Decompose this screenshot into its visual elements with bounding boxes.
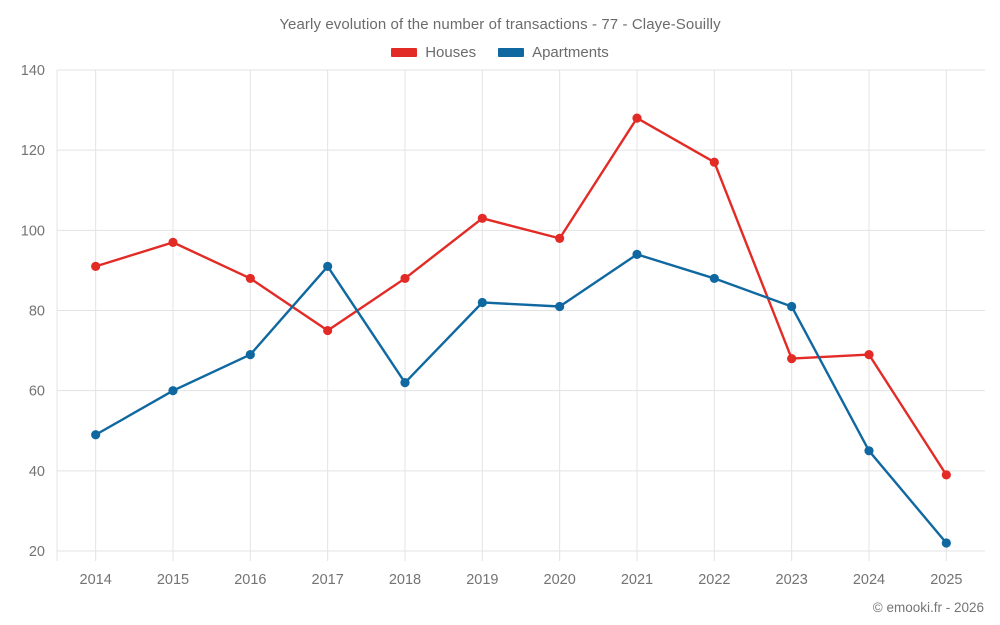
y-tick-label: 60 [29, 384, 45, 400]
x-tick-label: 2016 [234, 572, 266, 588]
data-point-apartments-2020[interactable] [555, 301, 565, 312]
chart-title: Yearly evolution of the number of transa… [279, 16, 721, 33]
copyright-credit: © emooki.fr - 2026 [872, 600, 984, 615]
series-line-houses [94, 116, 948, 477]
x-tick-label: 2017 [312, 572, 344, 588]
data-point-apartments-2019[interactable] [477, 297, 487, 308]
y-tick-label: 80 [29, 304, 45, 320]
data-point-apartments-2018[interactable] [400, 378, 410, 388]
gridlines [56, 69, 985, 561]
x-tick-label: 2021 [621, 572, 653, 588]
data-point-houses-2025[interactable] [941, 470, 951, 480]
data-point-houses-2015[interactable] [168, 237, 178, 247]
y-tick-label: 100 [21, 223, 45, 239]
data-point-houses-2018[interactable] [400, 273, 410, 284]
x-tick-label: 2020 [544, 572, 576, 588]
data-series-layer [91, 113, 951, 548]
data-point-houses-2016[interactable] [245, 273, 255, 284]
x-tick-label: 2018 [389, 572, 421, 588]
data-point-apartments-2022[interactable] [709, 273, 719, 284]
y-tick-label: 20 [29, 544, 45, 560]
data-point-houses-2022[interactable] [709, 157, 719, 167]
data-point-houses-2020[interactable] [555, 233, 565, 243]
data-point-houses-2021[interactable] [632, 113, 642, 123]
data-point-houses-2017[interactable] [323, 325, 333, 336]
data-point-houses-2024[interactable] [864, 349, 874, 360]
data-point-apartments-2014[interactable] [91, 430, 101, 440]
x-tick-label: 2015 [157, 572, 189, 588]
x-axis-tick-labels: 2014 2015 2016 2017 2018 2019 2020 2021 2022 2023… [80, 572, 963, 588]
data-point-apartments-2023[interactable] [787, 301, 797, 312]
legend-label-apartments: Apartments [532, 44, 609, 61]
data-point-apartments-2025[interactable] [941, 538, 951, 548]
data-point-apartments-2016[interactable] [245, 349, 255, 360]
data-point-houses-2023[interactable] [787, 354, 797, 364]
legend-item-apartments[interactable]: Apartments [498, 44, 609, 61]
y-tick-label: 140 [21, 63, 45, 79]
chart-legend: Houses Apartments [0, 44, 1000, 61]
data-point-apartments-2017[interactable] [323, 261, 333, 272]
data-point-houses-2014[interactable] [91, 261, 101, 272]
x-tick-label: 2014 [80, 572, 112, 588]
legend-swatch-houses [391, 48, 418, 57]
data-point-apartments-2015[interactable] [168, 386, 178, 396]
series-line-apartments [94, 253, 948, 545]
x-tick-label: 2024 [853, 572, 885, 588]
data-point-houses-2019[interactable] [477, 213, 487, 223]
legend-label-houses: Houses [425, 44, 477, 61]
x-tick-label: 2022 [698, 572, 730, 588]
x-tick-label: 2023 [776, 572, 808, 588]
legend-item-houses[interactable]: Houses [391, 44, 476, 61]
x-tick-label: 2019 [466, 572, 498, 588]
data-point-apartments-2021[interactable] [632, 249, 642, 259]
data-point-apartments-2024[interactable] [864, 446, 874, 456]
y-tick-label: 120 [21, 143, 45, 159]
x-tick-label: 2025 [930, 572, 962, 588]
legend-swatch-apartments [498, 48, 525, 57]
y-axis-tick-labels: 20 40 60 80 100 120 140 [21, 63, 45, 560]
y-tick-label: 40 [29, 464, 45, 480]
